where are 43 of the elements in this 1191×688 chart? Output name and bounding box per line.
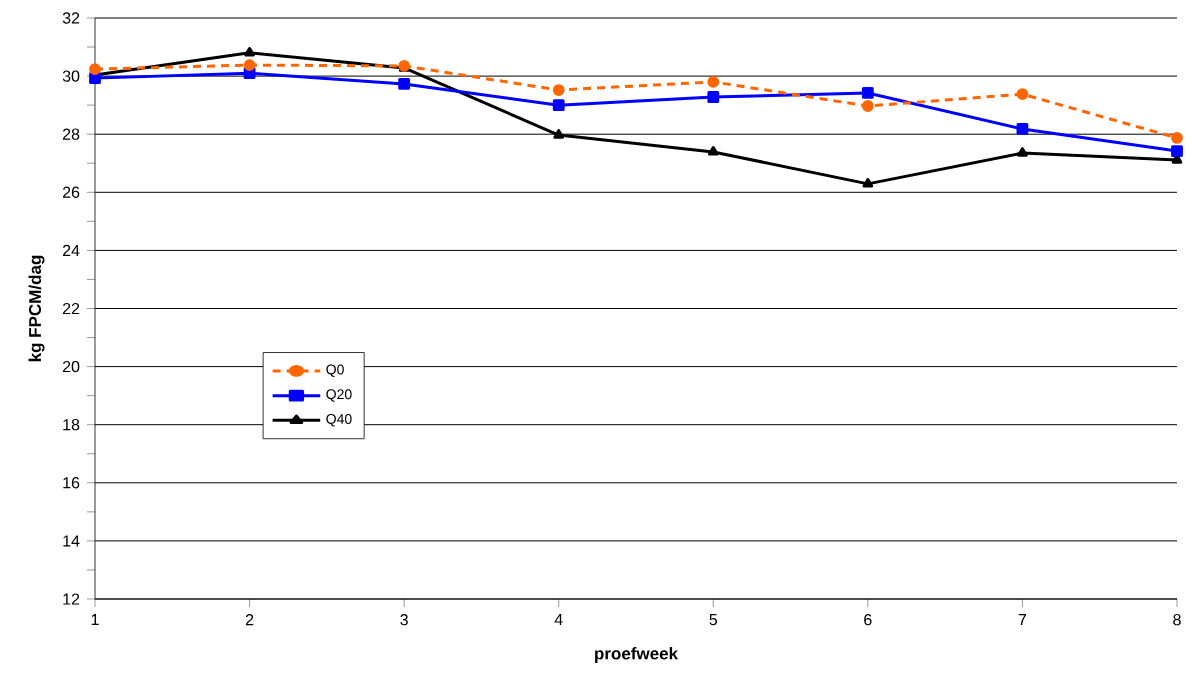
point: [1171, 145, 1183, 157]
point: [707, 91, 720, 103]
point: [552, 84, 565, 96]
point: [89, 72, 101, 85]
y-tick-label: 12: [63, 593, 80, 605]
point: [707, 76, 720, 88]
x-tick-label: 4: [554, 614, 563, 626]
x-tick-label: 8: [1173, 614, 1181, 626]
legend-label: Q40: [326, 413, 352, 427]
point: [552, 99, 565, 112]
point: [1017, 147, 1028, 157]
x-tick-label: 7: [1018, 614, 1027, 626]
x-axis-title: proefweek: [595, 647, 679, 663]
y-tick-label: 26: [62, 186, 80, 198]
y-tick-label: 30: [62, 70, 80, 82]
point: [1171, 132, 1183, 144]
y-tick-label: 32: [62, 12, 80, 24]
point: [89, 63, 101, 76]
y-tick-label: 28: [62, 128, 80, 140]
point: [861, 87, 874, 99]
y-tick-label: 22: [62, 302, 80, 315]
x-tick-label: 1: [91, 614, 99, 626]
y-tick-label: 16: [63, 477, 80, 489]
y-tick-label: 20: [62, 360, 80, 373]
legend-label: Q0: [326, 364, 344, 377]
point: [553, 129, 565, 139]
point: [1016, 88, 1029, 101]
point: [861, 100, 874, 112]
y-axis-title: kg FPCM/dag: [28, 255, 45, 362]
x-tick-label: 5: [709, 614, 718, 626]
point: [862, 177, 874, 188]
x-tick-label: 2: [245, 614, 254, 626]
x-tick-label: 6: [864, 614, 872, 626]
point: [244, 46, 255, 57]
x-tick-label: 3: [400, 614, 408, 626]
y-tick-label: 18: [63, 419, 80, 431]
point: [243, 59, 256, 71]
point: [707, 146, 719, 156]
legend-label: Q20: [326, 389, 352, 402]
y-tick-label: 24: [62, 244, 80, 256]
point: [1016, 123, 1029, 135]
point: [398, 78, 411, 90]
y-tick-label: 14: [63, 535, 80, 547]
